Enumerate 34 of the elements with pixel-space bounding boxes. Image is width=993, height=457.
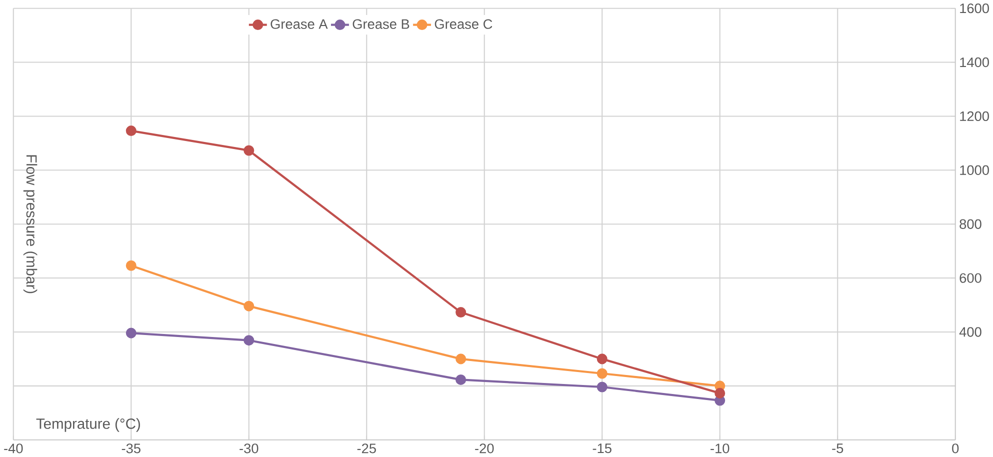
y-tick-label: 400 [959,327,982,337]
point [596,354,608,364]
x-tick-label: -40 [4,444,23,454]
point [244,335,254,346]
point [126,260,136,272]
x-tick-label: -5 [832,444,844,454]
x-tick-label: -30 [240,444,258,454]
y-tick-label: 1600 [960,4,989,14]
y-tick-label: 1000 [960,165,989,176]
point [456,374,466,386]
y-tick-label: 1200 [960,111,989,122]
x-tick-label: 0 [952,444,959,454]
y-tick-label: 600 [960,273,982,283]
legend-label: Grease A [270,19,328,30]
x-tick-label: -10 [710,444,730,454]
point [126,126,136,136]
point [456,307,466,318]
x-tick-label: -35 [122,444,140,454]
y-tick-label: 1400 [960,58,989,68]
legend-label: Grease C [434,19,492,30]
y-axis-title: Flow pressure (mbar) [23,155,38,294]
point [456,354,466,364]
point [596,382,608,392]
y-tick-label: 800 [960,219,982,230]
point [596,368,608,379]
x-axis-title: Temprature (°C) [36,418,140,432]
x-tick-label: -25 [357,444,376,454]
x-tick-label: -15 [592,444,612,454]
x-tick-label: -20 [475,444,494,454]
point [126,328,136,338]
point [714,388,726,399]
point [244,300,254,312]
legend-label: Grease B [352,19,410,30]
point [244,145,254,156]
